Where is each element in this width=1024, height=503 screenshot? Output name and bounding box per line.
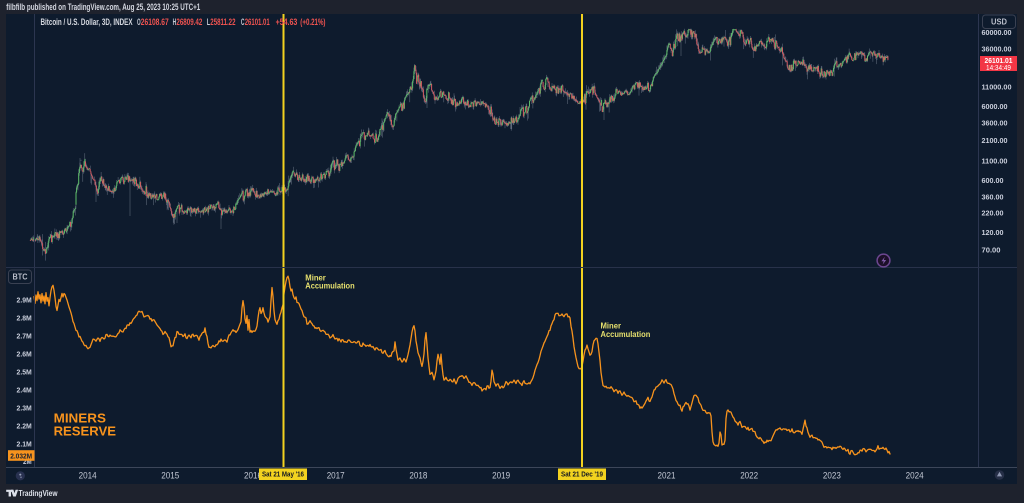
svg-text:Miner: Miner	[305, 274, 326, 283]
svg-text:2.3M: 2.3M	[17, 403, 32, 412]
svg-text:RESERVE: RESERVE	[54, 424, 116, 438]
svg-text:220.00: 220.00	[982, 209, 1004, 218]
svg-text:14:34:49: 14:34:49	[986, 65, 1011, 72]
svg-text:360.00: 360.00	[982, 193, 1004, 202]
svg-text:+54.63: +54.63	[276, 17, 298, 27]
svg-text:26101.01: 26101.01	[245, 17, 270, 27]
svg-text:2.032M: 2.032M	[10, 451, 32, 460]
svg-text:60000.00: 60000.00	[982, 28, 1012, 37]
svg-text:filbfilb published on TradingV: filbfilb published on TradingView.com, A…	[6, 2, 200, 12]
svg-text:2021: 2021	[658, 470, 676, 480]
svg-text:2.2M: 2.2M	[17, 421, 32, 430]
svg-text:Sat 21 May '16: Sat 21 May '16	[262, 472, 304, 479]
svg-text:2016: 2016	[244, 470, 262, 480]
svg-text:2100.00: 2100.00	[982, 136, 1008, 145]
svg-text:3600.00: 3600.00	[982, 119, 1008, 128]
svg-text:2014: 2014	[79, 470, 97, 480]
svg-text:(+0.21%): (+0.21%)	[300, 17, 325, 27]
svg-text:2017: 2017	[327, 470, 345, 480]
svg-text:26809.42: 26809.42	[176, 17, 202, 27]
svg-text:2024: 2024	[906, 470, 924, 480]
svg-text:70.00: 70.00	[982, 245, 1001, 254]
svg-text:Accumulation: Accumulation	[601, 330, 651, 339]
svg-text:2023: 2023	[823, 470, 841, 480]
svg-text:TradingView: TradingView	[19, 488, 58, 498]
svg-text:C: C	[241, 17, 245, 27]
svg-text:2.6M: 2.6M	[17, 350, 32, 359]
svg-text:6000.00: 6000.00	[982, 102, 1008, 111]
svg-text:26108.67: 26108.67	[141, 17, 169, 27]
svg-text:Sat 21 Dec '19: Sat 21 Dec '19	[561, 472, 603, 479]
svg-text:2.4M: 2.4M	[17, 385, 32, 394]
svg-text:2022: 2022	[740, 470, 758, 480]
svg-text:2M: 2M	[23, 457, 32, 466]
svg-text:36000.00: 36000.00	[982, 44, 1012, 53]
svg-text:2015: 2015	[161, 470, 179, 480]
svg-text:2.9M: 2.9M	[17, 296, 32, 305]
svg-text:L: L	[207, 17, 211, 27]
svg-text:2.7M: 2.7M	[17, 332, 32, 341]
svg-text:1100.00: 1100.00	[982, 157, 1008, 166]
svg-text:120.00: 120.00	[982, 228, 1004, 237]
svg-text:MINERS: MINERS	[54, 411, 106, 425]
svg-text:BTC: BTC	[13, 273, 28, 282]
svg-text:Miner: Miner	[601, 321, 622, 330]
svg-text:O: O	[137, 17, 141, 27]
svg-text:2.8M: 2.8M	[17, 314, 32, 323]
svg-text:26101.01: 26101.01	[985, 56, 1013, 65]
svg-text:Bitcoin / U.S. Dollar, 3D, IND: Bitcoin / U.S. Dollar, 3D, INDEX	[41, 17, 133, 27]
svg-text:USD: USD	[991, 18, 1007, 27]
svg-text:2.1M: 2.1M	[17, 439, 32, 448]
svg-text:H: H	[173, 17, 177, 27]
svg-text:2018: 2018	[409, 470, 427, 480]
svg-text:2019: 2019	[492, 470, 510, 480]
svg-text:600.00: 600.00	[982, 176, 1004, 185]
svg-text:25811.22: 25811.22	[210, 17, 235, 27]
svg-text:Accumulation: Accumulation	[305, 281, 354, 290]
svg-text:11000.00: 11000.00	[982, 83, 1012, 92]
svg-text:2.5M: 2.5M	[17, 368, 32, 377]
